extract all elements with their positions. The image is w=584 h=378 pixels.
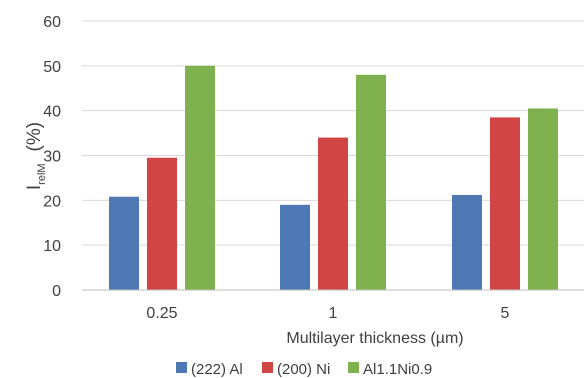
y-axis-title-main: I bbox=[24, 185, 45, 190]
legend-label: (222) Al bbox=[191, 361, 243, 378]
legend-swatch bbox=[262, 362, 273, 373]
y-tick-label: 60 bbox=[43, 14, 61, 31]
x-axis-title: Multilayer thickness (µm) bbox=[286, 330, 463, 347]
x-axis-ticks: 0.25 1 5 bbox=[146, 305, 509, 322]
x-tick-label: 5 bbox=[501, 305, 510, 322]
bar-3-3 bbox=[528, 108, 558, 290]
legend: (222) Al (200) Ni Al1.1Ni0.9 bbox=[176, 361, 432, 378]
legend-label: Al1.1Ni0.9 bbox=[363, 361, 432, 378]
bar-2-3 bbox=[490, 117, 520, 291]
bar-2-1 bbox=[147, 157, 177, 290]
bar-3-2 bbox=[356, 74, 386, 290]
bar-1-2 bbox=[280, 204, 310, 290]
y-axis-title-sub: relM bbox=[36, 163, 48, 184]
legend-swatch bbox=[348, 362, 359, 373]
x-tick-label: 1 bbox=[329, 305, 338, 322]
bar-2-2 bbox=[318, 137, 348, 290]
bar-1-1 bbox=[109, 196, 139, 290]
y-tick-label: 20 bbox=[43, 193, 61, 210]
x-tick-label: 0.25 bbox=[146, 305, 177, 322]
bars bbox=[109, 65, 558, 291]
y-tick-label: 10 bbox=[43, 238, 61, 255]
y-tick-label: 0 bbox=[52, 283, 61, 300]
y-tick-label: 30 bbox=[43, 149, 61, 166]
bar-1-3 bbox=[452, 194, 482, 290]
legend-swatch bbox=[176, 362, 187, 373]
svg-text:IrelM(%): IrelM (%) bbox=[24, 122, 48, 190]
legend-label: (200) Ni bbox=[277, 361, 330, 378]
y-axis-title: IrelM (%) bbox=[24, 122, 48, 190]
y-axis-ticks: 0 10 20 30 40 50 60 bbox=[43, 14, 61, 300]
y-tick-label: 50 bbox=[43, 59, 61, 76]
y-axis-title-unit: (%) bbox=[24, 122, 45, 152]
y-tick-label: 40 bbox=[43, 104, 61, 121]
bar-3-1 bbox=[185, 65, 215, 290]
